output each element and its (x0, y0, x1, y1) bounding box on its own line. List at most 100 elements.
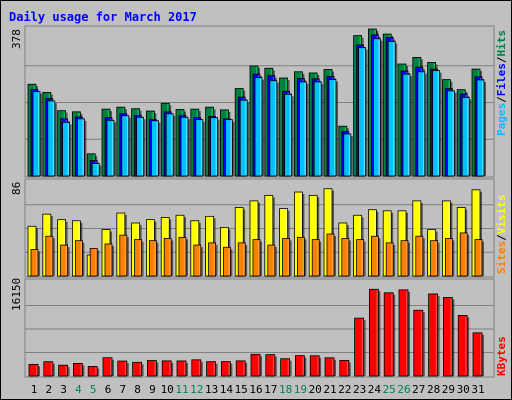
pages-bar-17 (269, 80, 279, 177)
pages-bar-22 (343, 133, 353, 177)
pages-bar-24 (372, 38, 383, 177)
x-tick-label-10: 10 (161, 383, 174, 396)
x-tick-label-27: 27 (412, 383, 425, 396)
kbytes-bar-3 (58, 364, 70, 377)
x-tick-label-7: 7 (119, 383, 126, 396)
sites-bar-30 (459, 232, 470, 277)
ylabel-sep-1: / (495, 96, 508, 103)
x-tick-label-2: 2 (45, 383, 52, 396)
sites-bar-2 (45, 235, 55, 277)
sites-bar-17 (267, 244, 277, 277)
sites-bar-25 (385, 242, 396, 277)
sites-bar-7 (119, 234, 129, 277)
pages-bar-30 (461, 97, 472, 177)
sites-bar-16 (252, 239, 262, 277)
pages-bar-18 (284, 93, 294, 177)
pages-bar-26 (402, 73, 412, 177)
pages-bar-27 (417, 71, 427, 177)
ylabel-files: Files (495, 63, 508, 96)
kbytes-bar-23 (354, 317, 366, 377)
sites-bar-6 (104, 243, 114, 277)
x-tick-label-26: 26 (397, 383, 410, 396)
pages-bar-13 (210, 117, 220, 177)
kbytes-bar-25 (383, 292, 396, 377)
x-tick-label-9: 9 (149, 383, 156, 396)
ylabel-sites: Sites (495, 241, 508, 274)
x-tick-label-22: 22 (338, 383, 351, 396)
ylabel-hits: Hits (495, 30, 508, 57)
x-tick-label-18: 18 (279, 383, 292, 396)
kbytes-bar-30 (457, 315, 470, 377)
pages-bar-29 (446, 90, 457, 177)
kbytes-bar-22 (339, 360, 351, 377)
kbytes-bar-21 (324, 357, 336, 377)
top-y-tick-label: 378 (10, 29, 23, 49)
pages-bar-23 (358, 47, 368, 177)
pages-bar-25 (387, 41, 398, 177)
sites-bar-11 (178, 236, 188, 277)
x-tick-label-1: 1 (31, 383, 38, 396)
ylabel-pages: Pages (495, 103, 508, 136)
sites-bar-3 (60, 244, 70, 277)
sites-bar-23 (356, 239, 366, 277)
x-tick-label-8: 8 (134, 383, 141, 396)
sites-bar-20 (311, 239, 322, 277)
sites-bar-24 (370, 235, 381, 277)
kbytes-bar-29 (442, 297, 455, 377)
sites-bar-13 (208, 242, 218, 277)
chart-title: Daily usage for March 2017 (9, 10, 197, 24)
x-tick-label-15: 15 (235, 383, 248, 396)
pages-bar-10 (165, 113, 176, 177)
x-tick-label-21: 21 (323, 383, 336, 396)
sites-bar-27 (415, 235, 425, 277)
x-tick-label-4: 4 (75, 383, 82, 396)
kbytes-bar-28 (428, 293, 440, 377)
sites-bar-22 (341, 238, 351, 277)
pages-bar-14 (224, 119, 235, 177)
kbytes-bar-19 (294, 355, 307, 377)
pages-bar-28 (432, 70, 442, 177)
kbytes-bar-16 (250, 353, 262, 377)
bottom-bars (25, 288, 494, 377)
x-axis-labels: 1 2 3 4 5 6 7 8 9 10 11 12 13 14 15 16 17 18 19 20 21 22 23 24 2… (31, 383, 485, 396)
bottom-y-tick-label: 16150 (10, 278, 23, 311)
pages-bar-3 (62, 121, 72, 177)
pages-bar-1 (32, 91, 42, 177)
middle-bars (25, 188, 494, 277)
sites-bar-8 (134, 239, 144, 277)
x-tick-label-23: 23 (353, 383, 366, 396)
x-tick-label-16: 16 (249, 383, 262, 396)
kbytes-bar-13 (206, 361, 218, 377)
x-tick-label-19: 19 (294, 383, 307, 396)
sites-bar-15 (237, 242, 248, 277)
kbytes-bar-4 (73, 362, 85, 377)
x-tick-label-3: 3 (60, 383, 67, 396)
ylabel-sep-3: / (495, 234, 508, 241)
sites-bar-4 (75, 240, 85, 277)
ylabel-visits: Visits (495, 195, 508, 235)
kbytes-bar-12 (191, 359, 203, 377)
x-tick-label-12: 12 (190, 383, 203, 396)
middle-y-tick-label: 86 (10, 182, 23, 195)
kbytes-bar-15 (235, 360, 248, 377)
pages-bar-16 (254, 77, 264, 177)
kbytes-bar-31 (472, 332, 484, 377)
x-tick-label-24: 24 (368, 383, 382, 396)
pages-bar-11 (180, 116, 190, 177)
kbytes-bar-20 (309, 355, 322, 377)
pages-bar-21 (328, 79, 338, 177)
sites-bar-14 (222, 246, 233, 277)
pages-bar-12 (195, 119, 205, 177)
sites-bar-1 (30, 249, 40, 277)
kbytes-bar-27 (413, 309, 425, 377)
x-tick-label-25: 25 (383, 383, 396, 396)
kbytes-bar-9 (146, 360, 159, 377)
pages-bar-20 (313, 81, 324, 177)
kbytes-bar-11 (176, 360, 188, 377)
ylabel-sep-2: / (495, 56, 508, 63)
pages-bar-15 (239, 99, 250, 177)
kbytes-bar-6 (102, 357, 114, 377)
kbytes-bar-2 (43, 361, 55, 377)
